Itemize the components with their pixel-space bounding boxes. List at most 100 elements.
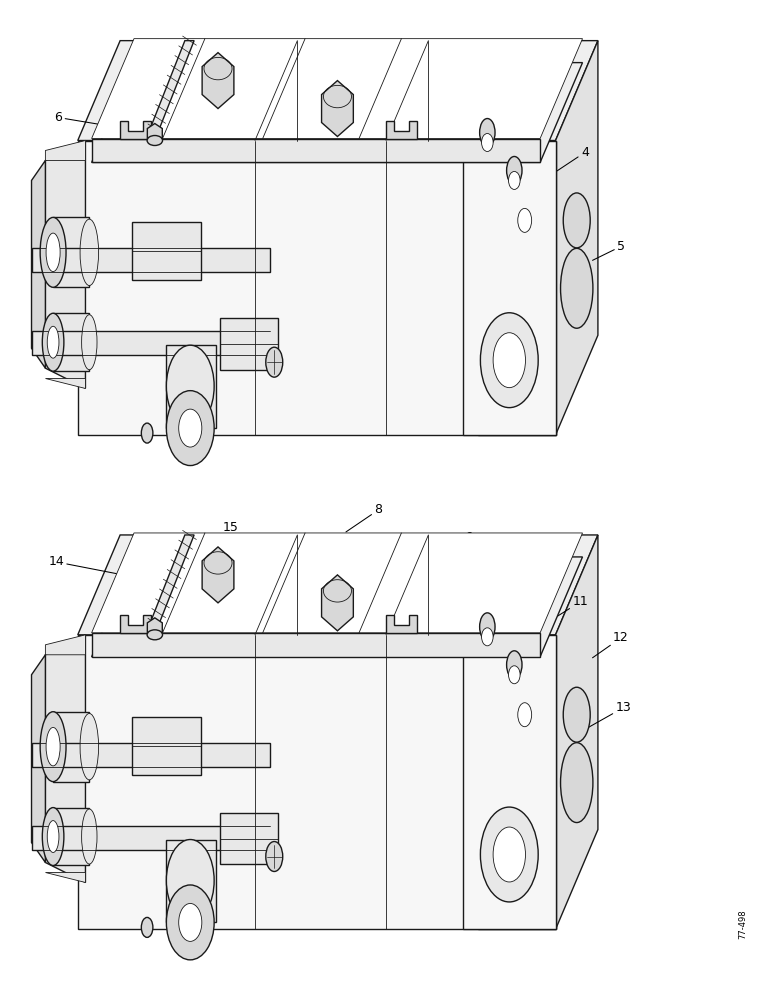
Ellipse shape bbox=[482, 134, 493, 151]
Polygon shape bbox=[322, 575, 354, 631]
Polygon shape bbox=[32, 655, 46, 862]
Text: 5: 5 bbox=[593, 240, 625, 260]
Ellipse shape bbox=[167, 391, 214, 466]
Ellipse shape bbox=[40, 217, 66, 287]
Polygon shape bbox=[53, 808, 90, 865]
Polygon shape bbox=[32, 743, 270, 767]
Ellipse shape bbox=[482, 628, 493, 646]
Polygon shape bbox=[78, 635, 556, 929]
Polygon shape bbox=[92, 633, 540, 657]
Text: 4: 4 bbox=[552, 146, 589, 174]
Text: 9: 9 bbox=[438, 531, 473, 556]
Ellipse shape bbox=[518, 208, 532, 232]
Text: 11: 11 bbox=[552, 595, 588, 620]
Ellipse shape bbox=[509, 666, 520, 684]
Polygon shape bbox=[556, 535, 598, 929]
Ellipse shape bbox=[479, 119, 495, 146]
Polygon shape bbox=[479, 635, 556, 929]
Polygon shape bbox=[78, 140, 556, 435]
Polygon shape bbox=[147, 618, 162, 638]
Ellipse shape bbox=[46, 233, 60, 272]
Ellipse shape bbox=[178, 409, 201, 447]
Ellipse shape bbox=[509, 171, 520, 189]
Polygon shape bbox=[202, 53, 234, 109]
Polygon shape bbox=[46, 872, 86, 882]
Polygon shape bbox=[386, 121, 417, 139]
Polygon shape bbox=[53, 313, 90, 371]
Polygon shape bbox=[32, 248, 270, 272]
Ellipse shape bbox=[480, 313, 538, 408]
Polygon shape bbox=[46, 140, 86, 160]
Text: 1: 1 bbox=[349, 43, 394, 77]
Ellipse shape bbox=[80, 713, 99, 780]
Ellipse shape bbox=[266, 347, 283, 377]
Polygon shape bbox=[220, 318, 278, 370]
Ellipse shape bbox=[560, 248, 593, 328]
Polygon shape bbox=[147, 124, 162, 143]
Ellipse shape bbox=[47, 326, 59, 358]
Polygon shape bbox=[92, 139, 540, 162]
Text: 8: 8 bbox=[346, 503, 382, 532]
Polygon shape bbox=[120, 121, 151, 139]
Polygon shape bbox=[92, 63, 583, 162]
Polygon shape bbox=[78, 535, 598, 635]
Ellipse shape bbox=[47, 821, 59, 852]
Ellipse shape bbox=[167, 885, 214, 960]
Text: 10: 10 bbox=[500, 561, 539, 588]
Polygon shape bbox=[46, 140, 86, 388]
Polygon shape bbox=[46, 635, 86, 655]
Ellipse shape bbox=[147, 136, 163, 145]
Ellipse shape bbox=[167, 345, 214, 427]
Polygon shape bbox=[220, 813, 278, 864]
Ellipse shape bbox=[141, 423, 153, 443]
Ellipse shape bbox=[46, 727, 60, 766]
Text: 2: 2 bbox=[436, 75, 479, 104]
Polygon shape bbox=[53, 217, 90, 287]
Ellipse shape bbox=[564, 193, 591, 248]
Polygon shape bbox=[463, 635, 556, 929]
Ellipse shape bbox=[147, 630, 163, 640]
Polygon shape bbox=[46, 378, 86, 388]
Polygon shape bbox=[463, 140, 556, 435]
Ellipse shape bbox=[560, 743, 593, 823]
Ellipse shape bbox=[506, 156, 522, 184]
Ellipse shape bbox=[266, 842, 283, 871]
Polygon shape bbox=[556, 41, 598, 435]
Polygon shape bbox=[132, 222, 201, 280]
Text: 14: 14 bbox=[49, 555, 149, 580]
Ellipse shape bbox=[42, 313, 64, 371]
Text: 12: 12 bbox=[593, 631, 629, 658]
Ellipse shape bbox=[178, 903, 201, 941]
Ellipse shape bbox=[167, 840, 214, 921]
Ellipse shape bbox=[480, 807, 538, 902]
Polygon shape bbox=[120, 615, 151, 633]
Polygon shape bbox=[132, 717, 201, 775]
Text: 7: 7 bbox=[269, 38, 293, 71]
Text: 15: 15 bbox=[222, 521, 259, 548]
Ellipse shape bbox=[493, 827, 526, 882]
Polygon shape bbox=[167, 345, 216, 428]
Ellipse shape bbox=[82, 315, 97, 370]
Polygon shape bbox=[92, 557, 583, 657]
Polygon shape bbox=[53, 712, 90, 782]
Text: 13: 13 bbox=[588, 701, 631, 728]
Ellipse shape bbox=[518, 703, 532, 727]
Ellipse shape bbox=[506, 651, 522, 679]
Polygon shape bbox=[78, 41, 598, 140]
Polygon shape bbox=[151, 41, 194, 129]
Text: 77-498: 77-498 bbox=[738, 910, 747, 939]
Ellipse shape bbox=[80, 219, 99, 286]
Polygon shape bbox=[32, 826, 270, 850]
Polygon shape bbox=[386, 615, 417, 633]
Ellipse shape bbox=[40, 712, 66, 782]
Ellipse shape bbox=[493, 333, 526, 388]
Polygon shape bbox=[151, 535, 194, 623]
Ellipse shape bbox=[82, 809, 97, 864]
Ellipse shape bbox=[141, 917, 153, 937]
Polygon shape bbox=[32, 331, 270, 355]
Polygon shape bbox=[92, 533, 583, 633]
Polygon shape bbox=[92, 39, 583, 139]
Polygon shape bbox=[167, 840, 216, 922]
Ellipse shape bbox=[564, 687, 591, 742]
Text: 6: 6 bbox=[55, 111, 149, 133]
